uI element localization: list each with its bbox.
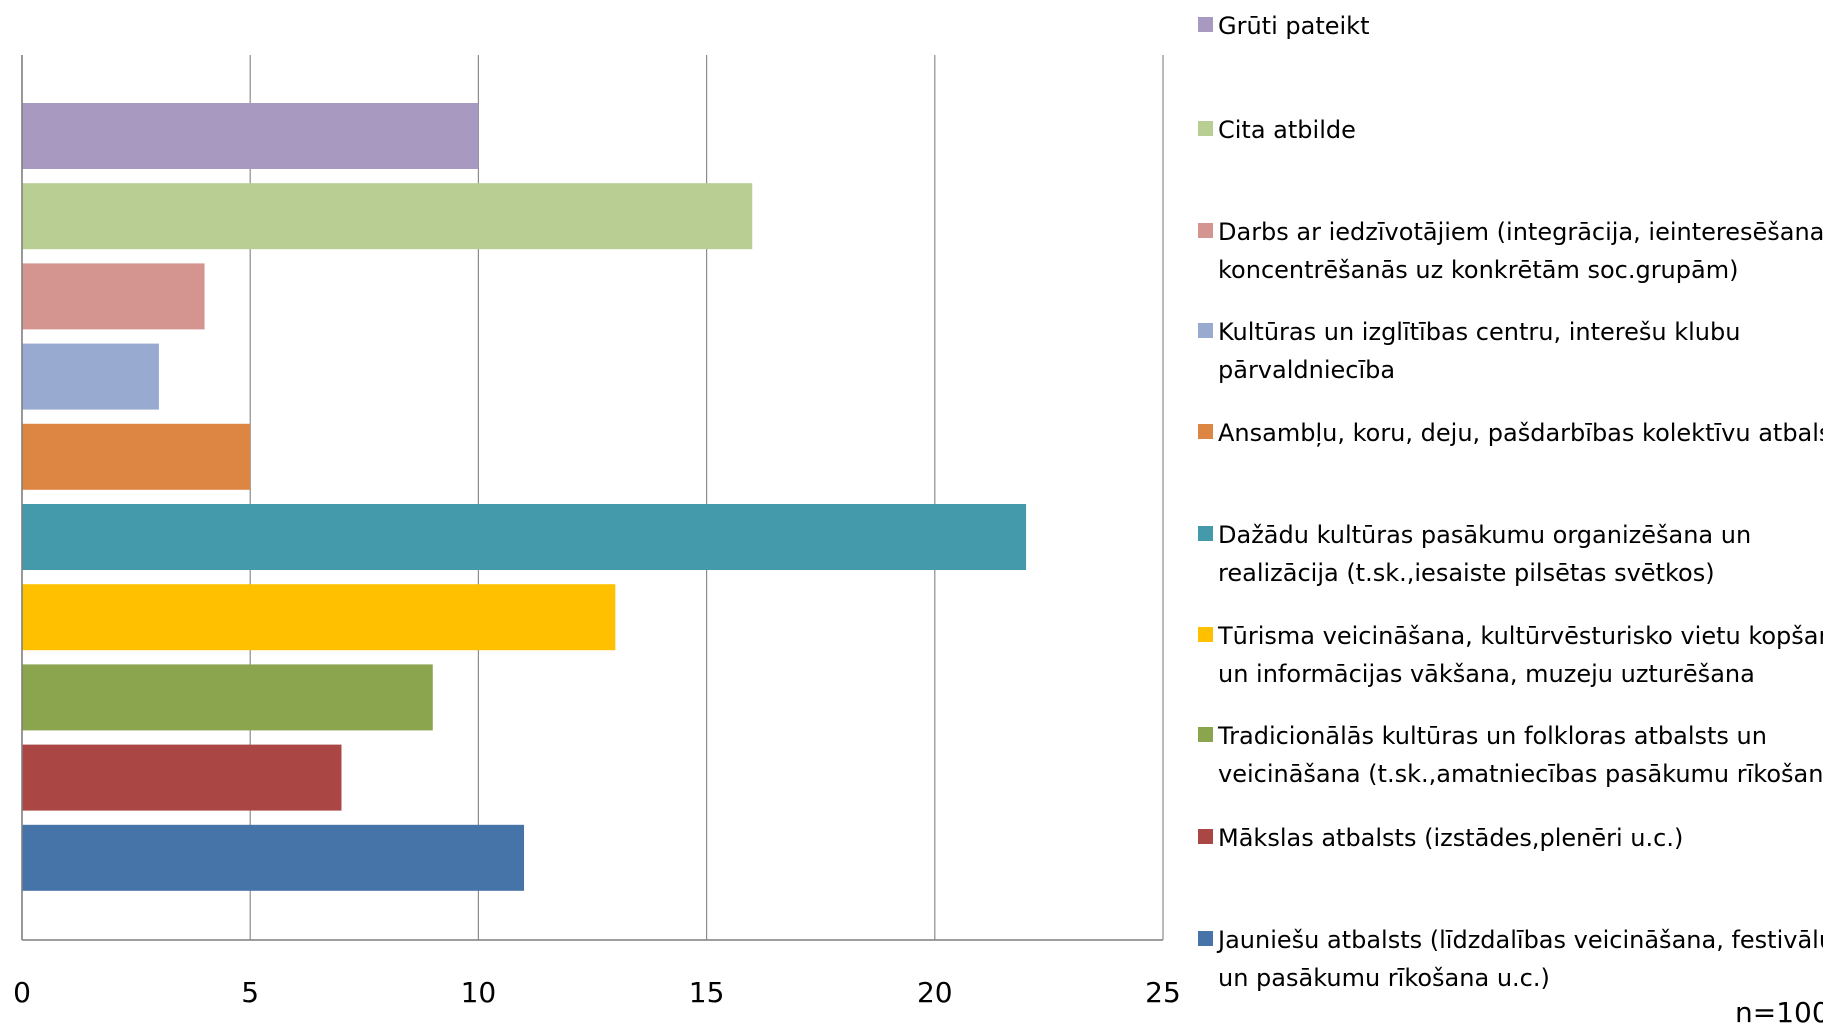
legend-label-8-line-1: Tradicionālās kultūras un folkloras atba… [1217,722,1767,750]
chart-bars [22,103,1027,891]
bar-10 [22,824,525,891]
legend-swatch-5 [1198,424,1213,439]
legend-label-10-line-1: Jauniešu atbalsts (līdzdalības veicināša… [1216,926,1823,954]
bar-2 [22,183,753,250]
legend-label-3-line-2: koncentrēšanās uz konkrētām soc.grupām) [1218,256,1738,284]
x-tick-label-5: 5 [241,976,259,1009]
legend-label-5-line-1: Ansambļu, koru, deju, pašdarbības kolekt… [1218,419,1823,447]
legend-label-7-line-2: un informācijas vākšana, muzeju uzturēša… [1218,660,1755,688]
legend-swatch-4 [1198,323,1213,338]
bar-1 [22,103,479,169]
legend-swatch-6 [1198,526,1213,541]
legend-swatch-1 [1198,17,1213,32]
bar-8 [22,664,433,731]
x-tick-label-15: 15 [689,976,725,1009]
bar-4 [22,343,159,410]
x-tick-label-25: 25 [1145,976,1181,1009]
legend-label-1-line-1: Grūti pateikt [1218,12,1369,40]
legend-swatch-10 [1198,931,1213,946]
bar-7 [22,584,616,651]
bar-5 [22,423,251,490]
legend-label-10-line-2: un pasākumu rīkošana u.c.) [1218,964,1550,992]
legend-label-2-line-1: Cita atbilde [1218,116,1356,144]
legend-label-8-line-2: veicināšana (t.sk.,amatniecības pasākumu… [1218,760,1823,788]
legend-label-4-line-2: pārvaldniecība [1218,356,1395,384]
chart-axes [21,55,1163,941]
legend-swatch-9 [1198,829,1213,844]
x-tick-label-20: 20 [917,976,953,1009]
chart-legend: Grūti pateikt Cita atbilde Darbs ar iedzīv… [1198,12,1823,992]
bar-3 [22,263,205,330]
legend-label-6-line-2: realizācija (t.sk.,iesaiste pilsētas svē… [1218,559,1715,587]
sample-size-note: n=100 [1735,996,1823,1026]
x-axis-tick-labels: 0 5 10 15 20 25 [13,976,1181,1009]
bar-6 [22,504,1027,570]
x-tick-label-10: 10 [461,976,497,1009]
legend-label-4-line-1: Kultūras un izglītības centru, interešu … [1218,318,1740,346]
legend-label-7-line-1: Tūrisma veicināšana, kultūrvēsturisko vi… [1217,622,1823,650]
x-tick-label-0: 0 [13,976,31,1009]
bar-9 [22,744,342,811]
legend-label-9-line-1: Mākslas atbalsts (izstādes,plenēri u.c.) [1218,824,1683,852]
legend-label-6-line-1: Dažādu kultūras pasākumu organizēšana un [1218,521,1751,549]
legend-swatch-7 [1198,627,1213,642]
legend-swatch-3 [1198,223,1213,238]
legend-swatch-8 [1198,727,1213,742]
legend-swatch-2 [1198,121,1213,136]
legend-label-3-line-1: Darbs ar iedzīvotājiem (integrācija, iei… [1218,218,1823,246]
